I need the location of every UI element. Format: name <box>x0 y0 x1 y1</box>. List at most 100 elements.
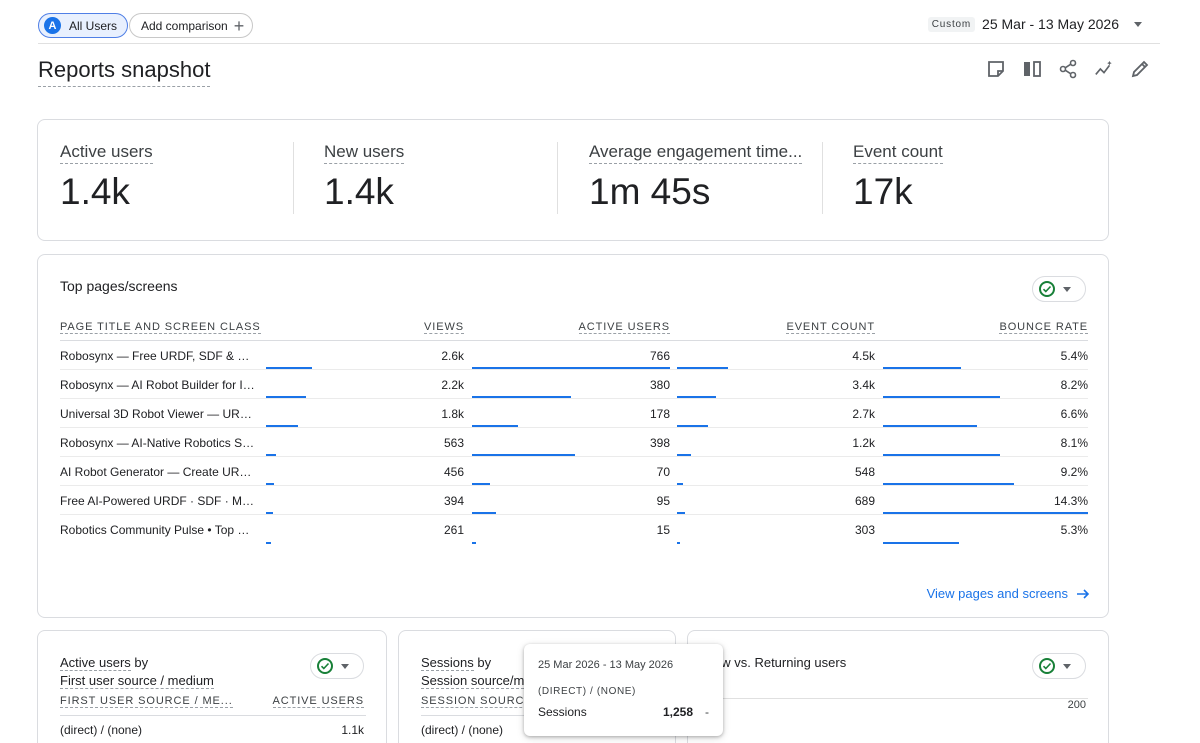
table-row[interactable]: AI Robot Generator — Create URDF, SDF 456… <box>60 457 1088 486</box>
row-views-bar <box>266 512 273 514</box>
row-bounce-rate-bar <box>883 542 959 544</box>
date-custom-tag: Custom <box>927 16 976 32</box>
add-comparison-label: Add comparison <box>141 18 228 33</box>
row-bounce-rate-bar <box>883 396 1000 398</box>
insights-icon[interactable] <box>1094 58 1114 80</box>
row-bounce-rate-bar <box>883 425 977 427</box>
metric-label: Average engagement time... <box>589 142 803 164</box>
segment-avatar: A <box>44 17 61 34</box>
add-comparison-button[interactable]: Add comparison + <box>129 13 254 38</box>
row-page-title: Robosynx — Free URDF, SDF & MJCF Convert… <box>60 349 256 363</box>
card-title: Active users by First user source / medi… <box>60 654 214 690</box>
share-icon[interactable] <box>1058 58 1078 80</box>
compare-columns-icon[interactable] <box>1022 58 1042 80</box>
col-header-event-count[interactable]: EVENT COUNT <box>786 321 875 334</box>
row-bounce-rate-value: 5.4% <box>1060 349 1088 363</box>
metric-value: 1.4k <box>60 171 130 212</box>
tooltip-dimension: (DIRECT) / (NONE) <box>538 686 636 697</box>
compare-dropdown[interactable] <box>1032 276 1086 302</box>
row-bounce-rate-value: 8.2% <box>1060 378 1088 392</box>
metric-event-count[interactable]: Event count 17k <box>853 142 1089 213</box>
row-dimension: (direct) / (none) <box>60 723 143 737</box>
metric-label: Active users <box>60 142 153 164</box>
table-row[interactable]: Robotics Community Pulse • Top Resources… <box>60 515 1088 544</box>
col-header-active-users[interactable]: ACTIVE USERS <box>578 321 670 334</box>
metric-active-users[interactable]: Active users 1.4k <box>60 142 296 213</box>
row-event-count-bar <box>677 542 680 544</box>
row-bounce-rate-bar <box>883 483 1014 485</box>
row-active-users-value: 95 <box>656 494 670 508</box>
card-title: Sessions by Session source/m <box>421 654 525 690</box>
metric-value: 1m 45s <box>589 171 711 212</box>
first-user-source-card: Active users by First user source / medi… <box>37 630 387 743</box>
col-header-bounce-rate[interactable]: BOUNCE RATE <box>999 321 1088 334</box>
check-circle-icon <box>317 658 333 674</box>
row-event-count-value: 303 <box>854 523 875 537</box>
metric-new-users[interactable]: New users 1.4k <box>324 142 560 213</box>
col-header-views[interactable]: VIEWS <box>424 321 464 334</box>
compare-dropdown[interactable] <box>310 653 364 679</box>
date-range-picker[interactable]: Custom 25 Mar - 13 May 2026 <box>927 16 1142 32</box>
metric-avg-engagement[interactable]: Average engagement time... 1m 45s <box>589 142 825 213</box>
metrics-card: Active users 1.4k New users 1.4k Average… <box>37 119 1109 241</box>
chart-gridline <box>714 698 1088 699</box>
row-page-title: Universal 3D Robot Viewer — URDF · SDF <box>60 407 256 421</box>
row-event-count-bar <box>677 367 728 369</box>
row-event-count-bar <box>677 512 685 514</box>
y-axis-tick: 200 <box>1067 699 1086 711</box>
tooltip-change: - <box>705 705 709 719</box>
row-event-count-value: 2.7k <box>852 407 875 421</box>
check-circle-icon <box>1039 281 1055 297</box>
table-row[interactable]: Free AI-Powered URDF · SDF · MJCF Genera… <box>60 486 1088 515</box>
edit-pencil-icon[interactable] <box>1130 58 1150 80</box>
title-metric[interactable]: Sessions <box>421 655 474 671</box>
chart-tooltip: 25 Mar 2026 - 13 May 2026 (DIRECT) / (NO… <box>524 644 723 736</box>
table-row[interactable]: Robosynx — AI-Native Robotics Studio 563 3… <box>60 428 1088 457</box>
row-views-bar <box>266 396 306 398</box>
title-dimension[interactable]: First user source / medium <box>60 673 214 689</box>
annotation-icon[interactable] <box>986 58 1006 80</box>
col-header-page-title[interactable]: PAGE TITLE AND SCREEN CLASS <box>60 321 261 334</box>
row-bounce-rate-value: 14.3% <box>1053 494 1088 508</box>
title-dimension[interactable]: Session source/m <box>421 673 525 689</box>
table-body: Robosynx — Free URDF, SDF & MJCF Convert… <box>60 341 1088 544</box>
arrow-right-icon <box>1077 588 1090 599</box>
row-page-title: Robotics Community Pulse • Top Resources <box>60 523 256 537</box>
tooltip-metric: Sessions <box>538 705 587 719</box>
row-bounce-rate-bar <box>883 454 1000 456</box>
row-views-value: 456 <box>443 465 464 479</box>
divider <box>60 715 366 716</box>
tooltip-value: 1,258 <box>662 705 693 719</box>
title-actions <box>986 58 1150 80</box>
row-bounce-rate-value: 5.3% <box>1060 523 1088 537</box>
view-pages-link[interactable]: View pages and screens <box>927 586 1090 601</box>
all-users-chip[interactable]: A All Users <box>38 13 129 38</box>
plus-icon: + <box>233 15 245 36</box>
divider <box>293 142 294 214</box>
col-header-source[interactable]: FIRST USER SOURCE / ME... <box>60 695 233 708</box>
row-bounce-rate-value: 9.2% <box>1060 465 1088 479</box>
metric-value: 17k <box>853 171 913 212</box>
compare-dropdown[interactable] <box>1032 653 1086 679</box>
col-header-session-source[interactable]: SESSION SOURCE/ <box>421 695 537 708</box>
row-views-bar <box>266 454 276 456</box>
table-row[interactable]: Universal 3D Robot Viewer — URDF · SDF 1.… <box>60 399 1088 428</box>
row-event-count-bar <box>677 425 708 427</box>
page-title: Reports snapshot <box>38 57 211 87</box>
table-row[interactable]: Robosynx — AI Robot Builder for Isaac Si… <box>60 370 1088 399</box>
title-by: by <box>473 655 492 670</box>
col-header-active-users[interactable]: ACTIVE USERS <box>272 695 364 708</box>
chevron-down-icon <box>1134 21 1142 27</box>
table-header: PAGE TITLE AND SCREEN CLASS VIEWS ACTIVE… <box>60 317 1088 341</box>
row-views-value: 2.2k <box>441 378 464 392</box>
top-bar: A All Users Add comparison + Custom 25 M… <box>38 12 1160 44</box>
title-by: by <box>130 655 149 670</box>
row-event-count-value: 4.5k <box>852 349 875 363</box>
row-active-users-value: 766 <box>649 349 670 363</box>
row-bounce-rate-value: 6.6% <box>1060 407 1088 421</box>
row-active-users-bar <box>472 396 571 398</box>
row-views-bar <box>266 483 274 485</box>
table-row[interactable]: Robosynx — Free URDF, SDF & MJCF Convert… <box>60 341 1088 370</box>
row-active-users-value: 380 <box>649 378 670 392</box>
title-metric[interactable]: Active users <box>60 655 131 671</box>
